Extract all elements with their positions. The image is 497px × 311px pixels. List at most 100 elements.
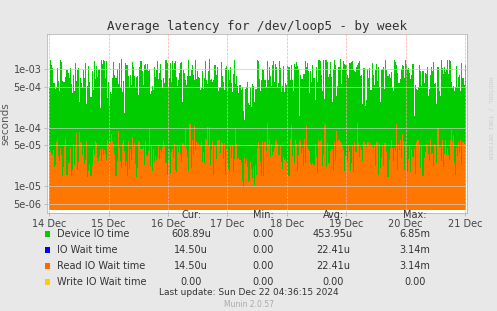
- Bar: [156, 160, 157, 210]
- Bar: [169, 63, 170, 210]
- Bar: [65, 146, 66, 210]
- Bar: [186, 149, 187, 210]
- Bar: [92, 149, 93, 210]
- Bar: [326, 60, 327, 210]
- Bar: [324, 99, 325, 210]
- Bar: [368, 78, 369, 210]
- Bar: [287, 174, 288, 210]
- Bar: [162, 153, 163, 210]
- Bar: [253, 167, 254, 210]
- Bar: [211, 79, 212, 210]
- Bar: [101, 60, 102, 210]
- Bar: [228, 70, 229, 210]
- Bar: [383, 166, 384, 210]
- Bar: [160, 64, 162, 210]
- Bar: [97, 158, 98, 210]
- Bar: [260, 162, 261, 210]
- Bar: [98, 161, 99, 210]
- Bar: [332, 149, 333, 210]
- Bar: [120, 88, 121, 210]
- Bar: [281, 162, 282, 210]
- Bar: [313, 65, 314, 210]
- Bar: [131, 160, 132, 210]
- Bar: [205, 139, 206, 210]
- Bar: [266, 123, 267, 210]
- Bar: [114, 75, 115, 210]
- Bar: [97, 77, 98, 210]
- Bar: [257, 148, 258, 210]
- Bar: [357, 123, 358, 210]
- Bar: [125, 166, 126, 210]
- Bar: [134, 76, 135, 210]
- Bar: [62, 81, 63, 210]
- Bar: [206, 140, 207, 210]
- Bar: [344, 171, 345, 210]
- Bar: [359, 157, 360, 210]
- Bar: [147, 64, 148, 210]
- Bar: [248, 103, 249, 210]
- Bar: [185, 81, 186, 210]
- Bar: [221, 142, 222, 210]
- Bar: [400, 140, 401, 210]
- Text: 6.85m: 6.85m: [400, 229, 430, 239]
- Bar: [155, 156, 156, 210]
- Text: RRDTOOL / TOBI OETIKER: RRDTOOL / TOBI OETIKER: [487, 77, 492, 160]
- Bar: [182, 143, 183, 210]
- Bar: [61, 63, 62, 210]
- Bar: [188, 171, 189, 210]
- Bar: [276, 67, 277, 210]
- Bar: [252, 178, 253, 210]
- Bar: [387, 70, 388, 210]
- Bar: [93, 155, 94, 210]
- Bar: [144, 165, 145, 210]
- Bar: [197, 71, 198, 210]
- Bar: [422, 176, 423, 210]
- Bar: [145, 141, 146, 210]
- Bar: [234, 60, 235, 210]
- Bar: [169, 174, 170, 210]
- Bar: [363, 142, 364, 210]
- Bar: [394, 60, 395, 210]
- Bar: [367, 142, 368, 210]
- Bar: [142, 149, 143, 210]
- Bar: [177, 86, 178, 210]
- Bar: [424, 83, 425, 210]
- Bar: [242, 181, 243, 210]
- Bar: [109, 168, 110, 210]
- Bar: [219, 140, 220, 210]
- Bar: [258, 142, 259, 210]
- Bar: [243, 111, 244, 210]
- Bar: [78, 162, 79, 210]
- Bar: [300, 140, 301, 210]
- Bar: [209, 128, 210, 210]
- Bar: [130, 75, 131, 210]
- Text: 0.00: 0.00: [252, 229, 274, 239]
- Bar: [357, 65, 358, 210]
- Bar: [346, 65, 347, 210]
- Bar: [456, 66, 457, 210]
- Bar: [348, 77, 349, 210]
- Bar: [327, 143, 328, 210]
- Bar: [218, 140, 219, 210]
- Bar: [233, 74, 234, 210]
- Bar: [349, 63, 350, 210]
- Bar: [196, 142, 197, 210]
- Bar: [309, 94, 310, 210]
- Bar: [203, 152, 204, 210]
- Bar: [100, 149, 101, 210]
- Bar: [140, 67, 141, 210]
- Bar: [279, 155, 280, 210]
- Bar: [213, 80, 215, 210]
- Bar: [336, 131, 337, 210]
- Bar: [142, 72, 143, 210]
- Bar: [153, 91, 154, 210]
- Bar: [203, 89, 204, 210]
- Bar: [50, 60, 51, 210]
- Bar: [60, 147, 61, 210]
- Text: 0.00: 0.00: [252, 245, 274, 255]
- Bar: [223, 159, 224, 210]
- Bar: [202, 71, 203, 210]
- Text: 453.95u: 453.95u: [313, 229, 353, 239]
- Bar: [316, 157, 317, 210]
- Bar: [66, 77, 67, 210]
